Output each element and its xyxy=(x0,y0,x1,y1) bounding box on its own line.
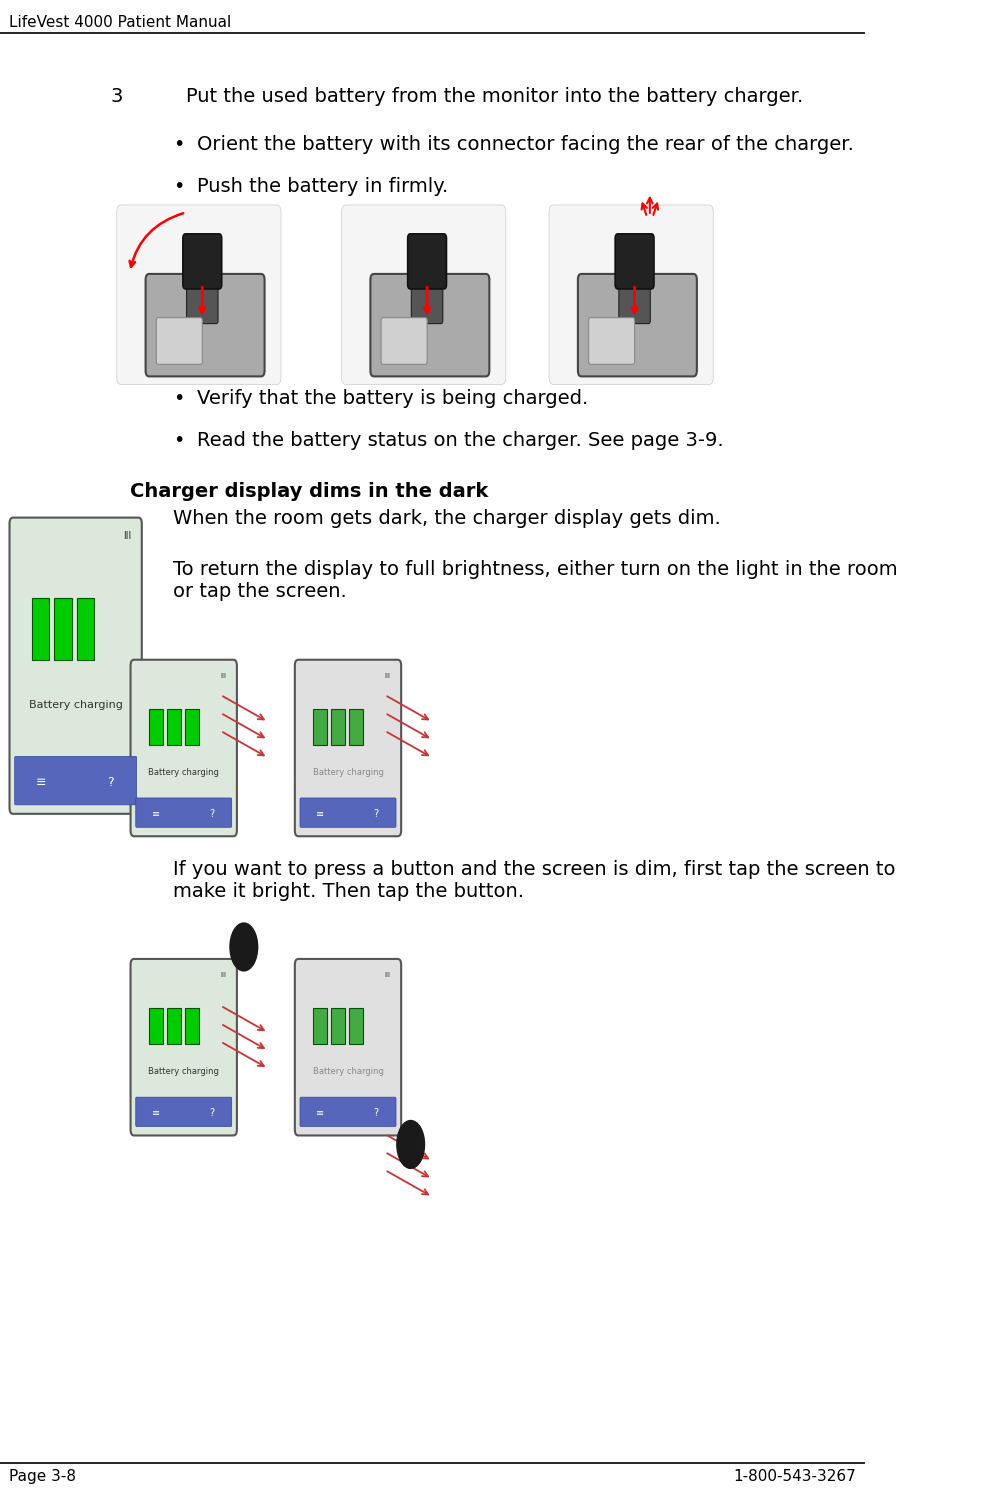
Text: lll: lll xyxy=(221,972,227,978)
Bar xyxy=(167,1008,181,1044)
Text: To return the display to full brightness, either turn on the light in the room
o: To return the display to full brightness… xyxy=(173,560,898,600)
Text: ≡: ≡ xyxy=(35,775,46,788)
Text: Push the battery in firmly.: Push the battery in firmly. xyxy=(197,177,448,196)
Text: When the room gets dark, the charger display gets dim.: When the room gets dark, the charger dis… xyxy=(173,509,721,528)
FancyBboxPatch shape xyxy=(300,797,396,827)
Text: Verify that the battery is being charged.: Verify that the battery is being charged… xyxy=(197,389,589,408)
FancyBboxPatch shape xyxy=(156,317,202,365)
FancyBboxPatch shape xyxy=(295,959,401,1135)
Bar xyxy=(54,597,72,660)
FancyBboxPatch shape xyxy=(341,205,506,384)
Bar xyxy=(349,709,363,745)
FancyBboxPatch shape xyxy=(411,281,442,323)
FancyBboxPatch shape xyxy=(186,281,218,323)
Text: 2: 2 xyxy=(406,1137,416,1152)
Bar xyxy=(184,1008,198,1044)
FancyBboxPatch shape xyxy=(135,797,232,827)
Text: lll: lll xyxy=(385,972,390,978)
FancyBboxPatch shape xyxy=(619,281,650,323)
Text: 3: 3 xyxy=(111,87,123,106)
Text: Battery charging: Battery charging xyxy=(148,1067,219,1076)
FancyBboxPatch shape xyxy=(182,233,222,289)
Text: ≡: ≡ xyxy=(316,809,325,820)
FancyBboxPatch shape xyxy=(15,757,136,805)
FancyBboxPatch shape xyxy=(145,274,265,377)
Text: ?: ? xyxy=(209,809,214,820)
Text: LifeVest 4000 Patient Manual: LifeVest 4000 Patient Manual xyxy=(9,15,231,30)
Text: Battery charging: Battery charging xyxy=(28,700,123,709)
FancyBboxPatch shape xyxy=(130,959,236,1135)
Bar xyxy=(349,1008,363,1044)
Text: Battery charging: Battery charging xyxy=(313,767,384,776)
Bar xyxy=(332,1008,345,1044)
Bar xyxy=(149,709,163,745)
Bar xyxy=(184,709,198,745)
FancyBboxPatch shape xyxy=(381,317,427,365)
Bar xyxy=(313,709,327,745)
Text: ≡: ≡ xyxy=(152,1109,160,1119)
Text: If you want to press a button and the screen is dim, first tap the screen to
mak: If you want to press a button and the sc… xyxy=(173,860,896,901)
Text: Page 3-8: Page 3-8 xyxy=(9,1469,76,1484)
Text: •: • xyxy=(173,135,184,154)
Text: ≡: ≡ xyxy=(152,809,160,820)
Text: ?: ? xyxy=(108,775,114,788)
FancyBboxPatch shape xyxy=(300,1097,396,1126)
Text: Battery charging: Battery charging xyxy=(313,1067,384,1076)
Bar xyxy=(149,1008,163,1044)
Text: lll: lll xyxy=(221,673,227,679)
Text: ≡: ≡ xyxy=(316,1109,325,1119)
Bar xyxy=(332,709,345,745)
Text: •: • xyxy=(173,431,184,450)
FancyBboxPatch shape xyxy=(130,660,236,836)
Text: •: • xyxy=(173,389,184,408)
FancyBboxPatch shape xyxy=(117,205,281,384)
Text: 1: 1 xyxy=(239,939,249,954)
FancyBboxPatch shape xyxy=(295,660,401,836)
Bar xyxy=(313,1008,327,1044)
FancyBboxPatch shape xyxy=(578,274,697,377)
Circle shape xyxy=(230,923,258,971)
FancyBboxPatch shape xyxy=(549,205,713,384)
Text: lll: lll xyxy=(124,531,131,542)
Text: ?: ? xyxy=(374,1109,379,1119)
Bar xyxy=(31,597,49,660)
Bar xyxy=(77,597,94,660)
Circle shape xyxy=(397,1121,425,1168)
Bar xyxy=(167,709,181,745)
FancyBboxPatch shape xyxy=(408,233,446,289)
Text: ?: ? xyxy=(209,1109,214,1119)
Text: ?: ? xyxy=(374,809,379,820)
FancyBboxPatch shape xyxy=(371,274,490,377)
FancyBboxPatch shape xyxy=(589,317,635,365)
FancyBboxPatch shape xyxy=(135,1097,232,1126)
Text: 1-800-543-3267: 1-800-543-3267 xyxy=(733,1469,856,1484)
FancyBboxPatch shape xyxy=(10,518,142,814)
Text: Battery charging: Battery charging xyxy=(148,767,219,776)
Text: Read the battery status on the charger. See page 3-9.: Read the battery status on the charger. … xyxy=(197,431,724,450)
Text: Orient the battery with its connector facing the rear of the charger.: Orient the battery with its connector fa… xyxy=(197,135,854,154)
Text: lll: lll xyxy=(385,673,390,679)
Text: Put the used battery from the monitor into the battery charger.: Put the used battery from the monitor in… xyxy=(185,87,803,106)
FancyBboxPatch shape xyxy=(615,233,654,289)
Text: Charger display dims in the dark: Charger display dims in the dark xyxy=(129,482,488,501)
Text: •: • xyxy=(173,177,184,196)
